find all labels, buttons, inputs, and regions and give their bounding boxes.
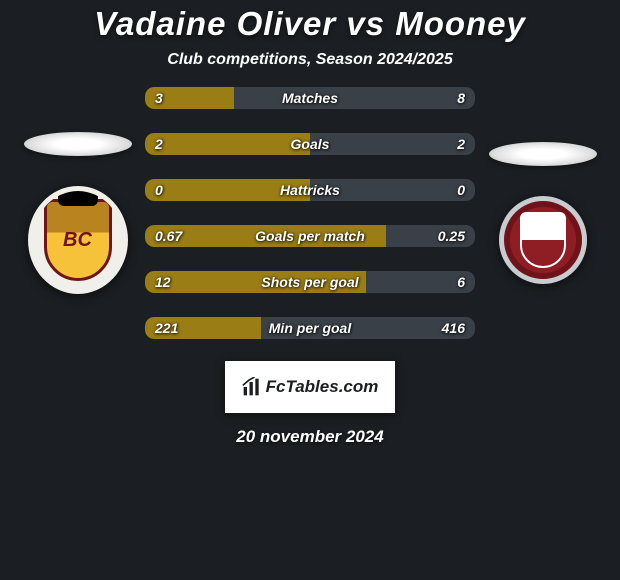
stat-row: 12 Shots per goal 6 (145, 271, 475, 293)
stats-bars: 3 Matches 8 2 Goals 2 0 Hattricks 0 (135, 87, 485, 339)
stat-value-right: 8 (457, 90, 465, 106)
stat-label: Goals per match (255, 228, 365, 244)
bar-left-fill (145, 133, 310, 155)
club-crest-right-shield (520, 212, 566, 268)
stat-value-right: 416 (442, 320, 465, 336)
right-player-col (485, 142, 600, 284)
stat-value-left: 221 (155, 320, 178, 336)
stat-value-left: 2 (155, 136, 163, 152)
stat-row: 221 Min per goal 416 (145, 317, 475, 339)
brand-logo-box: FcTables.com (225, 361, 395, 413)
stat-value-left: 3 (155, 90, 163, 106)
stat-label: Shots per goal (261, 274, 358, 290)
stat-row: 2 Goals 2 (145, 133, 475, 155)
bar-right-fill (310, 133, 475, 155)
stat-value-right: 0 (457, 182, 465, 198)
stat-value-right: 0.25 (438, 228, 465, 244)
brand-text: FcTables.com (266, 377, 379, 397)
club-crest-left: BC (28, 186, 128, 294)
infographic-root: Vadaine Oliver vs Mooney Club competitio… (0, 0, 620, 580)
bar-chart-icon (242, 377, 262, 397)
stat-row: 0 Hattricks 0 (145, 179, 475, 201)
club-crest-left-shield: BC (44, 199, 112, 281)
bar-right-fill (234, 87, 475, 109)
player-silhouette-right (489, 142, 597, 166)
stat-row: 3 Matches 8 (145, 87, 475, 109)
stat-row: 0.67 Goals per match 0.25 (145, 225, 475, 247)
left-player-col: BC (20, 132, 135, 294)
stat-value-right: 6 (457, 274, 465, 290)
stat-label: Min per goal (269, 320, 351, 336)
page-title: Vadaine Oliver vs Mooney (94, 5, 526, 43)
stat-value-left: 12 (155, 274, 171, 290)
stat-label: Hattricks (280, 182, 340, 198)
stat-label: Goals (291, 136, 330, 152)
middle-row: BC 3 Matches 8 2 Goals 2 0 Ha (0, 87, 620, 339)
date-label: 20 november 2024 (236, 427, 383, 447)
page-subtitle: Club competitions, Season 2024/2025 (167, 51, 452, 69)
stat-value-left: 0 (155, 182, 163, 198)
stat-value-left: 0.67 (155, 228, 182, 244)
player-silhouette-left (24, 132, 132, 156)
club-crest-right (499, 196, 587, 284)
stat-label: Matches (282, 90, 338, 106)
stat-value-right: 2 (457, 136, 465, 152)
